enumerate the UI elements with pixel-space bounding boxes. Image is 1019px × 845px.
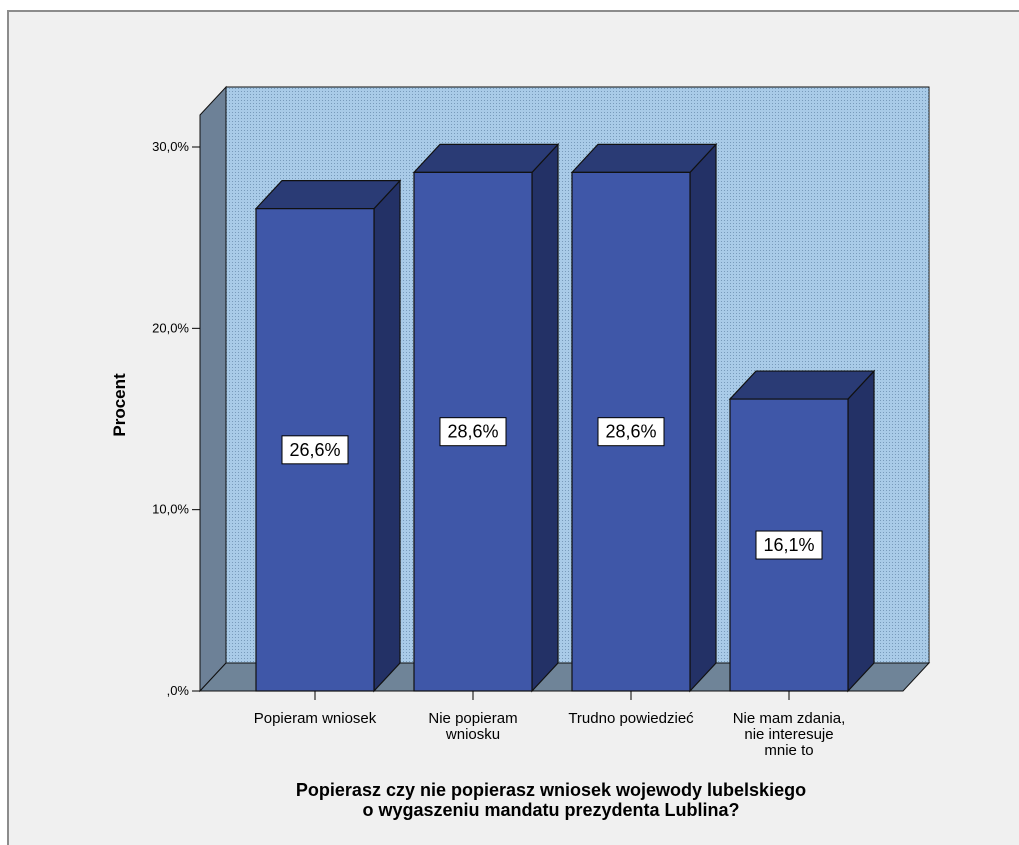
side-wall [199,85,227,693]
bars: 26,6% 28,6% 28,6% 16,1% [254,142,876,693]
y-tick-label: 20,0% [152,320,189,335]
y-tick-label: ,0% [167,683,190,698]
category-label: Nie mam zdania, [733,710,846,727]
y-axis-title: Procent [110,373,129,437]
bar-4: 16,1% [728,369,876,693]
category-label: Trudno powiedzieć [568,710,694,727]
category-label: nie interesuje [744,726,833,743]
data-label: 26,6% [289,440,340,460]
category-label: Popieram wniosek [254,710,377,727]
chart-title-line: Popierasz czy nie popierasz wniosek woje… [296,780,806,800]
category-label: Nie popieram [428,710,517,727]
bar-2: 28,6% [412,142,560,693]
bar-top [570,143,718,173]
data-label: 28,6% [605,422,656,442]
category-label: wniosku [445,726,500,743]
y-tick-label: 30,0% [152,139,189,154]
data-label-box [439,417,507,447]
bar-top [254,180,402,210]
data-label-box [597,417,665,447]
chart-title: Popierasz czy nie popierasz wniosek woje… [296,780,806,820]
bar-1: 26,6% [254,179,402,693]
data-label: 16,1% [763,535,814,555]
bar-3: 28,6% [570,142,718,693]
bar-side [847,369,875,693]
data-label-box [281,435,349,465]
y-tick-label: 10,0% [152,502,189,517]
y-axis: ,0% 10,0% 20,0% 30,0% [152,139,200,698]
data-label-box [755,530,823,560]
bar-side [689,142,717,693]
bar-side [531,142,559,693]
category-label: mnie to [764,742,813,759]
chart-title-line: o wygaszeniu mandatu prezydenta Lublina? [362,800,739,820]
bar-top [412,143,560,173]
bar-side [373,179,401,693]
bar-top [728,370,876,400]
data-label: 28,6% [447,422,498,442]
